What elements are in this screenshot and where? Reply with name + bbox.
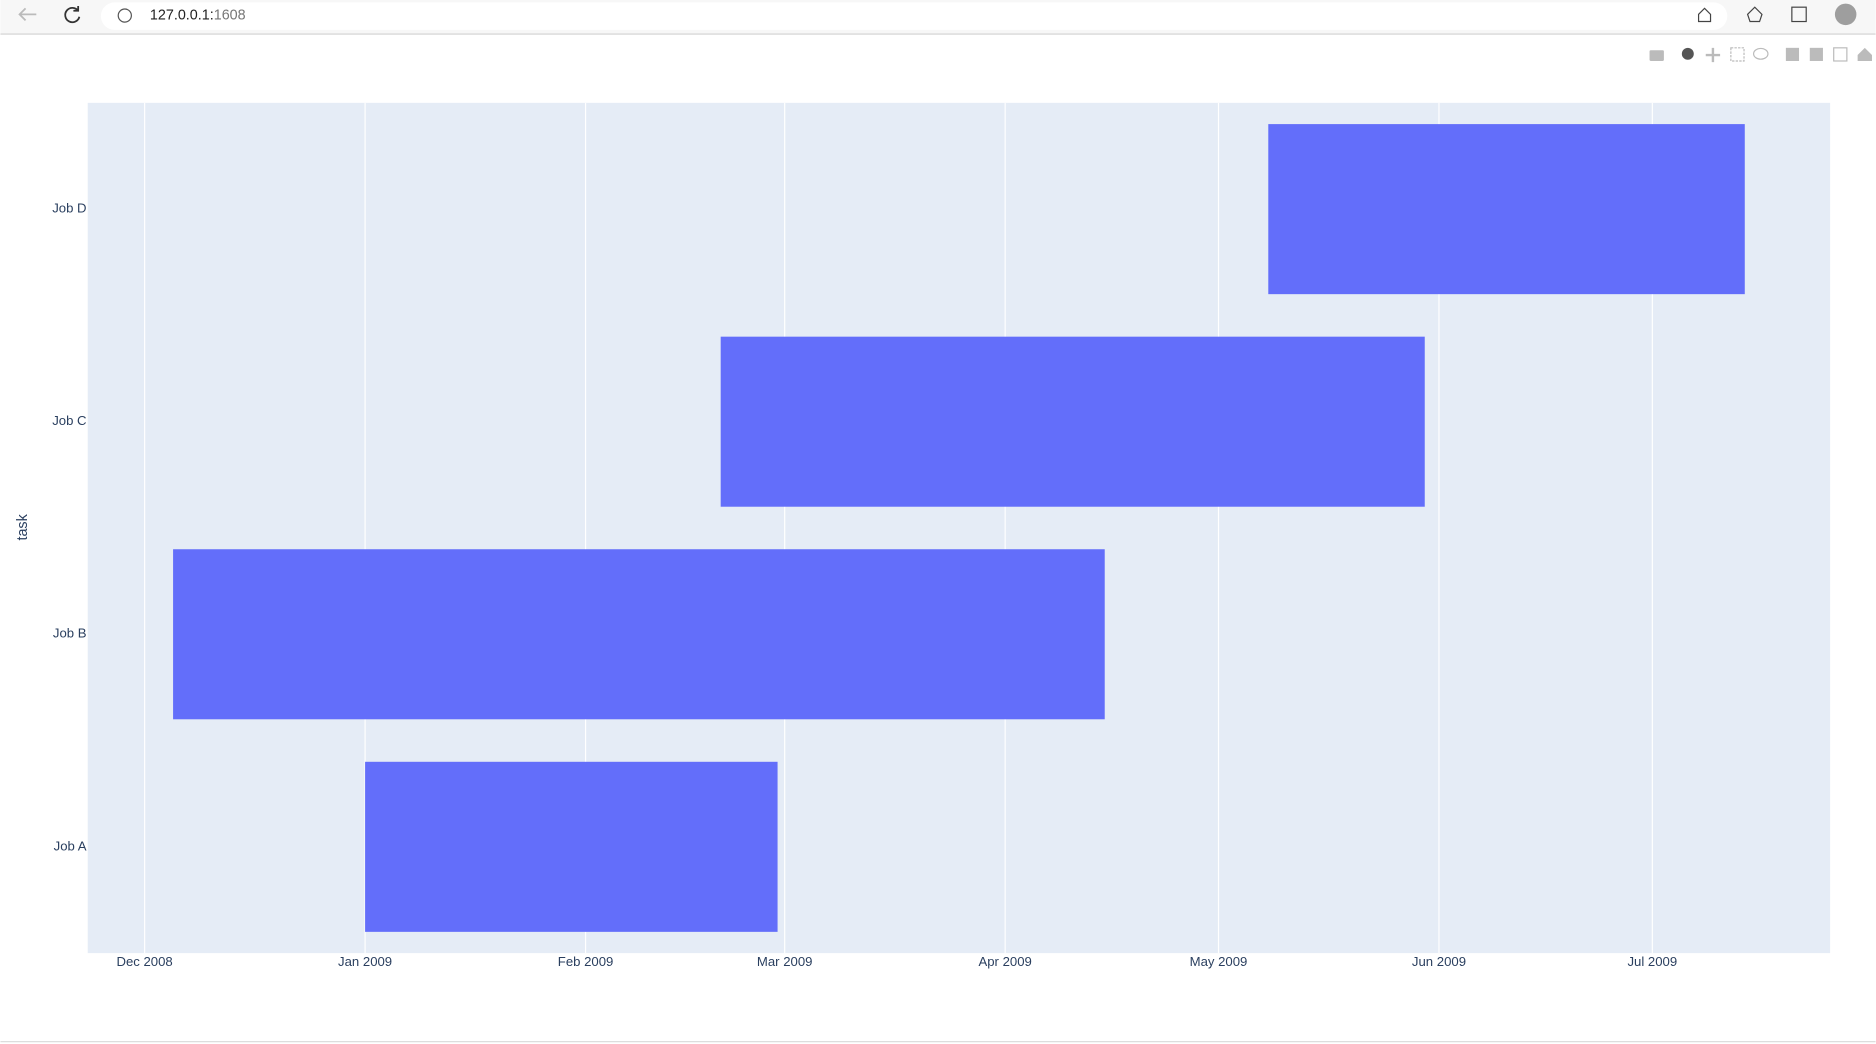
modebar-zoom[interactable] [1681, 47, 1694, 60]
modebar-select[interactable] [1730, 47, 1745, 62]
y-tick-label: Job C [52, 413, 86, 428]
modebar [1649, 47, 1872, 63]
x-tick-label: Feb 2009 [558, 954, 614, 969]
bar [720, 336, 1425, 507]
modebar-lasso[interactable] [1752, 47, 1769, 60]
back-button[interactable] [18, 7, 37, 21]
modebar-pan[interactable] [1705, 47, 1721, 63]
x-tick-label: Apr 2009 [978, 954, 1031, 969]
collections-icon[interactable] [1791, 6, 1807, 23]
y-tick-label: Job D [52, 201, 86, 216]
url-host: 127.0.0.1: [150, 7, 214, 23]
modebar-camera[interactable] [1649, 50, 1664, 61]
modebar-autoscale[interactable] [1833, 47, 1848, 62]
reload-button[interactable] [64, 5, 81, 24]
y-axis-title: task [15, 513, 31, 540]
x-tick-label: May 2009 [1190, 954, 1248, 969]
bar [173, 549, 1105, 720]
x-tick-label: Jul 2009 [1627, 954, 1677, 969]
marks: Job A Job B Job C Job D [52, 124, 1745, 932]
x-tick-label: Dec 2008 [116, 954, 172, 969]
modebar-reset[interactable] [1857, 47, 1872, 61]
x-tick-label: Jan 2009 [338, 954, 392, 969]
bar [365, 761, 778, 932]
url-port: 1608 [214, 7, 246, 23]
modebar-zoom-in[interactable] [1785, 47, 1800, 61]
x-tick-label: Mar 2009 [757, 954, 813, 969]
address-bar[interactable] [100, 2, 1728, 30]
favorites-icon[interactable] [1746, 6, 1763, 23]
x-tick-label: Jun 2009 [1412, 954, 1466, 969]
url: 127.0.0.1:1608 [150, 7, 246, 23]
profile-icon[interactable] [1834, 3, 1857, 26]
favorites-add-icon[interactable] [1697, 7, 1712, 23]
y-tick-label: Job B [53, 626, 87, 641]
site-info-icon[interactable] [117, 8, 132, 23]
modebar-zoom-out[interactable] [1809, 47, 1823, 61]
y-tick-label: Job A [54, 838, 87, 853]
bar [1268, 124, 1745, 295]
